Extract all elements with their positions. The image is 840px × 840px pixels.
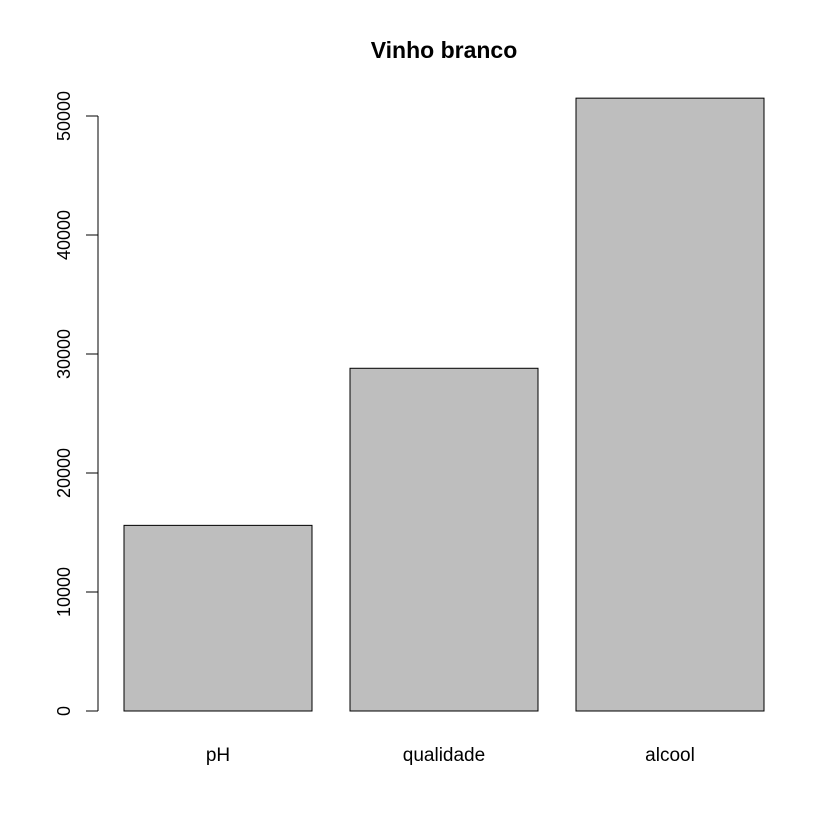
y-axis: 0 10000 20000 30000 40000 50000 [54,91,99,716]
x-axis-labels: pH qualidade alcool [206,745,695,766]
bar-ph [123,524,313,712]
bars-group [123,97,765,712]
chart-title: Vinho branco [371,37,518,63]
bar-qualidade [349,367,539,712]
y-tick-label: 20000 [54,448,74,498]
x-category-label: alcool [645,745,695,766]
y-tick-label: 0 [54,706,74,716]
y-tick-label: 50000 [54,91,74,141]
x-category-label: pH [206,745,230,766]
x-category-label: qualidade [403,745,485,766]
y-tick-label: 30000 [54,329,74,379]
y-tick-label: 40000 [54,210,74,260]
y-tick-label: 10000 [54,567,74,617]
bar-alcool [575,97,765,712]
